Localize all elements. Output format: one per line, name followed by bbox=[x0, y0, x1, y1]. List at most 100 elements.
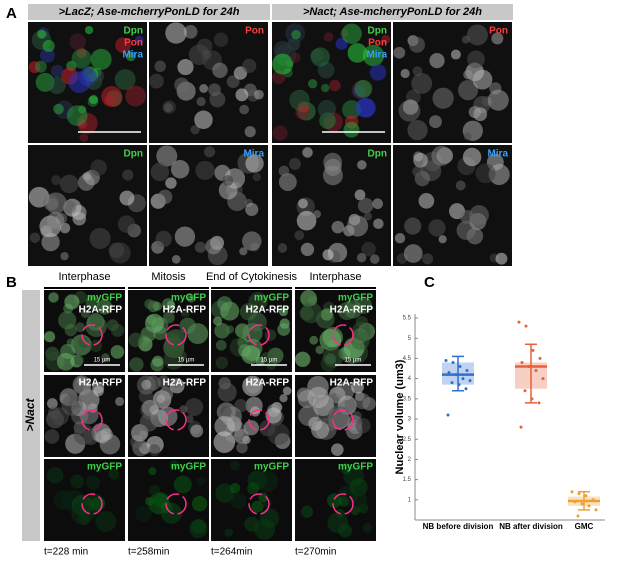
cell bbox=[40, 47, 55, 63]
cell bbox=[475, 163, 496, 184]
cell bbox=[431, 145, 452, 166]
cell bbox=[177, 351, 187, 361]
cell bbox=[179, 317, 196, 334]
channel-label: H2A-RFP bbox=[246, 305, 290, 316]
cell bbox=[226, 75, 240, 89]
cell bbox=[291, 29, 301, 40]
cell bbox=[148, 484, 160, 496]
cell bbox=[247, 482, 260, 495]
cell bbox=[432, 87, 454, 109]
cell bbox=[71, 502, 93, 525]
scale-label: 15 µm bbox=[345, 358, 362, 364]
cell bbox=[199, 84, 209, 93]
cell bbox=[190, 125, 200, 135]
cell bbox=[103, 95, 115, 106]
cell bbox=[150, 162, 170, 182]
cell bbox=[224, 528, 234, 537]
cell bbox=[381, 34, 391, 44]
cell bbox=[337, 301, 357, 321]
channel-label: H2A-RFP bbox=[330, 378, 374, 389]
data-point bbox=[454, 373, 458, 377]
channel-label: myGFP bbox=[87, 462, 122, 473]
cell bbox=[341, 23, 362, 44]
cell bbox=[239, 104, 249, 115]
cell bbox=[235, 88, 249, 102]
cell bbox=[278, 165, 290, 177]
y-tick-label: 4.5 bbox=[403, 356, 412, 362]
y-tick-label: 1 bbox=[408, 497, 412, 503]
cell bbox=[218, 180, 238, 200]
cell bbox=[215, 339, 227, 351]
cell bbox=[34, 60, 47, 73]
cell bbox=[302, 147, 313, 158]
cell bbox=[155, 230, 172, 248]
cell bbox=[170, 160, 190, 179]
cell bbox=[100, 428, 113, 441]
cell bbox=[58, 311, 77, 330]
cell bbox=[322, 346, 344, 368]
cell bbox=[369, 64, 387, 81]
cell bbox=[242, 375, 263, 397]
cell bbox=[253, 89, 264, 100]
cell-outline bbox=[248, 493, 270, 515]
scale-label: 15 µm bbox=[261, 358, 278, 364]
cell bbox=[272, 125, 288, 141]
cell bbox=[141, 379, 152, 390]
cell bbox=[363, 212, 372, 221]
cell bbox=[455, 180, 466, 191]
cell bbox=[258, 492, 268, 503]
cell bbox=[93, 385, 104, 397]
y-tick-label: 1.5 bbox=[403, 477, 412, 483]
cell bbox=[394, 233, 406, 244]
cell bbox=[393, 46, 406, 59]
cell bbox=[63, 200, 77, 214]
cell bbox=[491, 32, 504, 45]
cell bbox=[163, 102, 173, 113]
cell bbox=[85, 295, 99, 310]
y-tick-label: 5.5 bbox=[403, 316, 412, 322]
cell bbox=[355, 418, 371, 434]
cell bbox=[294, 230, 305, 241]
cell bbox=[317, 99, 336, 119]
cell bbox=[323, 32, 334, 42]
side-bar bbox=[22, 290, 40, 541]
cell bbox=[156, 145, 178, 167]
cell bbox=[29, 232, 41, 243]
cell bbox=[244, 126, 256, 138]
cell bbox=[217, 296, 232, 311]
cell-outline bbox=[332, 324, 354, 346]
cell bbox=[322, 249, 334, 261]
cell bbox=[229, 460, 240, 471]
cell bbox=[277, 243, 288, 253]
cell-outline bbox=[81, 493, 103, 515]
data-point bbox=[534, 369, 538, 373]
cell bbox=[354, 79, 373, 98]
cell bbox=[69, 33, 86, 51]
cell bbox=[495, 252, 508, 265]
column-label: Interphase bbox=[310, 271, 362, 283]
cell bbox=[373, 218, 384, 230]
cell bbox=[71, 48, 92, 69]
cell bbox=[438, 235, 447, 244]
cell bbox=[190, 424, 204, 438]
cell bbox=[458, 80, 479, 101]
cell bbox=[165, 177, 177, 189]
cell bbox=[44, 331, 56, 343]
cell bbox=[220, 405, 232, 418]
cell bbox=[89, 314, 103, 328]
y-axis-label: Nuclear volume (um3) bbox=[394, 359, 406, 474]
cell bbox=[343, 121, 360, 138]
cell bbox=[290, 52, 301, 63]
cell bbox=[418, 193, 435, 209]
cell bbox=[300, 505, 314, 518]
data-point bbox=[519, 425, 523, 429]
cell bbox=[186, 294, 196, 303]
data-point bbox=[446, 413, 450, 417]
data-point bbox=[464, 387, 468, 391]
cell bbox=[460, 209, 474, 224]
cell bbox=[327, 405, 350, 428]
cell bbox=[272, 53, 294, 75]
cell bbox=[209, 91, 226, 108]
cell bbox=[463, 69, 473, 80]
cell bbox=[205, 238, 222, 255]
